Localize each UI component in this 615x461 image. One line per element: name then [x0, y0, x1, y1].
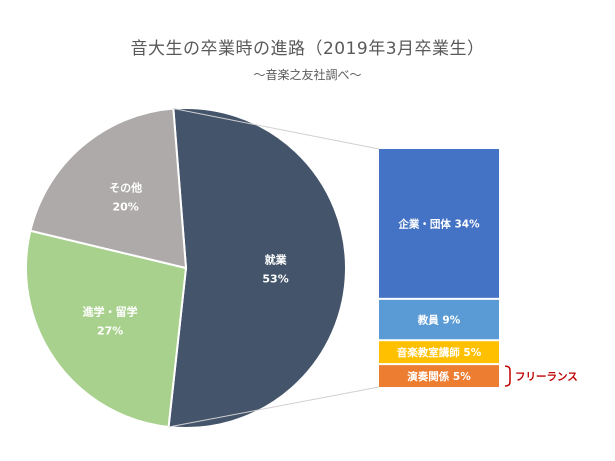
pie-label-2: その他: [109, 180, 142, 194]
bar-segment-2: [379, 341, 499, 364]
pie-value-2: 20%: [113, 200, 139, 213]
annotation-label: フリーランス: [515, 371, 578, 383]
connector-line-top: [173, 108, 380, 150]
pie-label-0: 就業: [265, 252, 288, 266]
bar-segment-label-0: 企業・団体 34%: [397, 217, 480, 230]
bar-segment-label-2: 音楽教室講師 5%: [397, 346, 482, 359]
bar-segment-1: [379, 299, 499, 340]
pie-slice-1: [25, 229, 188, 429]
bar-segment-label-3: 演奏関係 5%: [407, 370, 471, 383]
pie-slice-0: [167, 107, 347, 429]
bar-segment-0: [379, 149, 499, 298]
connector-line-bottom: [168, 386, 380, 428]
pie-slice-2: [29, 107, 188, 270]
pie-value-0: 53%: [262, 272, 288, 285]
annotation-bracket: [504, 365, 511, 387]
chart-title: 音大生の卒業時の進路（2019年3月卒業生）: [130, 39, 485, 59]
chart-subtitle: ～音楽之友社調べ～: [253, 68, 362, 82]
bar-segment-3: [379, 365, 499, 387]
pie-label-1: 進学・留学: [83, 304, 138, 318]
bar-segment-label-1: 教員 9%: [417, 314, 461, 327]
pie-value-1: 27%: [97, 324, 123, 337]
